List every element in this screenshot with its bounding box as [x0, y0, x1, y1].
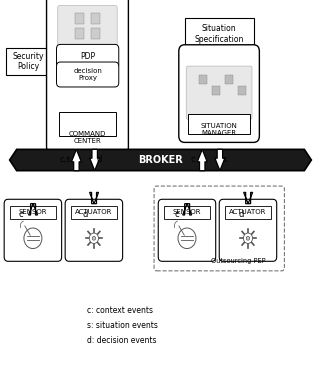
Text: SITUATION
MANAGER: SITUATION MANAGER: [201, 123, 237, 136]
Bar: [91, 13, 100, 24]
Circle shape: [243, 233, 253, 244]
Text: COMMAND
CENTER: COMMAND CENTER: [69, 131, 106, 144]
Polygon shape: [183, 204, 192, 215]
Text: Outsourcing PEP: Outsourcing PEP: [211, 258, 266, 264]
Bar: [238, 86, 246, 95]
Polygon shape: [10, 149, 311, 171]
Bar: [10, 206, 56, 219]
FancyBboxPatch shape: [47, 0, 128, 154]
Bar: [225, 206, 271, 219]
FancyBboxPatch shape: [186, 66, 252, 119]
Bar: [188, 114, 250, 134]
Polygon shape: [215, 149, 225, 171]
Polygon shape: [29, 204, 38, 215]
Bar: [164, 206, 210, 219]
Text: c,s: c,s: [60, 155, 72, 164]
Bar: [6, 48, 50, 75]
Bar: [91, 28, 100, 39]
Polygon shape: [72, 149, 81, 171]
Text: d: decision events: d: decision events: [87, 337, 156, 345]
Text: c: c: [190, 155, 195, 164]
Text: Security
Policy: Security Policy: [12, 52, 44, 71]
Bar: [185, 18, 254, 50]
FancyBboxPatch shape: [219, 199, 277, 261]
FancyBboxPatch shape: [56, 62, 119, 87]
Bar: [212, 86, 220, 95]
Text: c: context events: c: context events: [87, 306, 153, 315]
Polygon shape: [244, 192, 253, 204]
Polygon shape: [90, 149, 100, 171]
Bar: [74, 28, 84, 39]
FancyBboxPatch shape: [4, 199, 62, 261]
Text: s: s: [222, 155, 227, 164]
Text: c: c: [19, 210, 23, 219]
Text: SENSOR: SENSOR: [173, 210, 201, 215]
Polygon shape: [197, 149, 207, 171]
Text: SENSOR: SENSOR: [19, 210, 47, 215]
Circle shape: [89, 233, 99, 244]
Text: d: d: [82, 210, 88, 219]
Circle shape: [246, 236, 250, 240]
Text: ACTUATOR: ACTUATOR: [75, 210, 113, 215]
Text: Situation
Specification: Situation Specification: [195, 24, 244, 44]
Bar: [199, 75, 207, 84]
Bar: [59, 112, 116, 136]
FancyBboxPatch shape: [179, 45, 259, 142]
Text: PDP: PDP: [80, 52, 95, 61]
FancyBboxPatch shape: [65, 199, 123, 261]
Bar: [225, 75, 233, 84]
FancyBboxPatch shape: [56, 44, 119, 69]
Bar: [71, 206, 117, 219]
Text: d: d: [238, 210, 243, 219]
Circle shape: [178, 228, 196, 248]
Text: d: d: [97, 155, 102, 164]
FancyBboxPatch shape: [58, 6, 117, 50]
Polygon shape: [90, 192, 99, 204]
Bar: [74, 13, 84, 24]
Circle shape: [24, 228, 42, 248]
Text: BROKER: BROKER: [138, 155, 183, 165]
Text: s: situation events: s: situation events: [87, 321, 158, 330]
Text: ACTUATOR: ACTUATOR: [229, 210, 267, 215]
Circle shape: [92, 236, 96, 240]
Text: c: c: [174, 210, 179, 219]
Text: decision
Proxy: decision Proxy: [73, 68, 102, 81]
FancyBboxPatch shape: [158, 199, 216, 261]
